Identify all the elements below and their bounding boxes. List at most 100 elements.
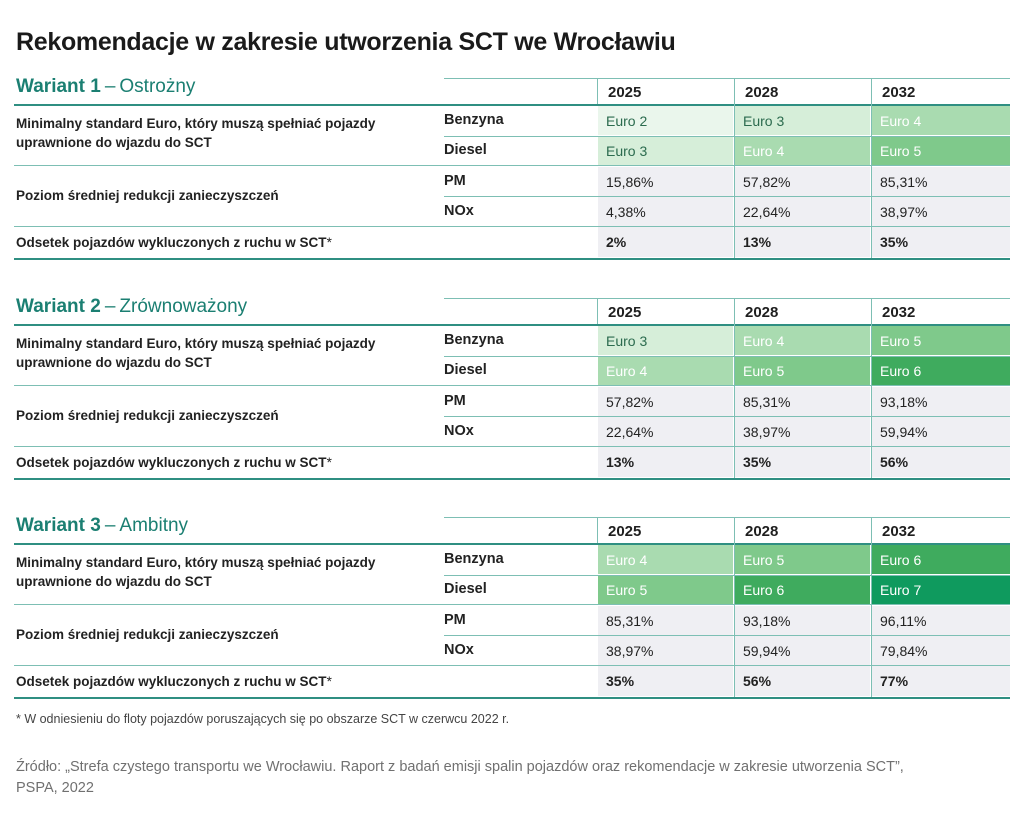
euro-cell-benzyna: Euro 3 bbox=[735, 106, 870, 135]
reduction-cell-nox: 4,38% bbox=[598, 197, 733, 226]
footnote-marker: * bbox=[326, 455, 332, 470]
excluded-row-label: Odsetek pojazdów wykluczonych z ruchu w … bbox=[16, 233, 332, 252]
row-divider bbox=[444, 416, 1010, 417]
euro-cell-benzyna: Euro 5 bbox=[735, 545, 870, 574]
row-divider bbox=[444, 575, 1010, 576]
year-header-2025: 2025 bbox=[608, 523, 642, 540]
row-divider bbox=[444, 196, 1010, 197]
variant-name: Wariant 1 bbox=[16, 76, 101, 97]
reduction-row-label: Poziom średniej redukcji zanieczyszczeń bbox=[16, 188, 279, 203]
year-header-2025: 2025 bbox=[608, 84, 642, 101]
reduction-cell-pm: 15,86% bbox=[598, 167, 733, 196]
variant-title: Wariant 3– Ambitny bbox=[16, 515, 188, 537]
reduction-cell-nox: 59,94% bbox=[735, 636, 870, 665]
header-bottom-line bbox=[14, 324, 1010, 326]
header-top-line bbox=[444, 298, 1010, 299]
section-divider bbox=[14, 665, 1010, 666]
section-divider bbox=[14, 385, 1010, 386]
column-separator bbox=[597, 78, 598, 104]
excluded-cell: 13% bbox=[735, 227, 870, 257]
year-header-2025: 2025 bbox=[608, 304, 642, 321]
source-note: Źródło: „Strefa czystego transportu we W… bbox=[16, 759, 904, 796]
variant-table-3: Wariant 3– Ambitny 2025 2028 2032 Euro 4 Euro… bbox=[14, 515, 1010, 701]
reduction-cell-nox: 79,84% bbox=[872, 636, 1010, 665]
excluded-cell: 77% bbox=[872, 666, 1010, 696]
section-divider bbox=[14, 446, 1010, 447]
excluded-cell: 13% bbox=[598, 447, 733, 477]
variant-table-1: Wariant 1– Ostrożny 2025 2028 2032 Euro 2 Eur… bbox=[14, 76, 1010, 262]
reduction-cell-nox: 22,64% bbox=[735, 197, 870, 226]
page-title: Rekomendacje w zakresie utworzenia SCT w… bbox=[16, 28, 676, 56]
euro-cell-benzyna: Euro 3 bbox=[598, 326, 733, 355]
pollutant-label-pm: PM bbox=[444, 173, 466, 189]
column-separator bbox=[597, 298, 598, 324]
fuel-label-benzyna: Benzyna bbox=[444, 112, 504, 128]
variant-title: Wariant 1– Ostrożny bbox=[16, 76, 195, 98]
pollutant-label-nox: NOx bbox=[444, 642, 474, 658]
column-separator bbox=[871, 517, 872, 697]
fuel-label-benzyna: Benzyna bbox=[444, 332, 504, 348]
euro-cell-benzyna: Euro 4 bbox=[735, 326, 870, 355]
pollutant-label-nox: NOx bbox=[444, 423, 474, 439]
excluded-cell: 35% bbox=[598, 666, 733, 696]
year-header-2032: 2032 bbox=[882, 304, 916, 321]
variant-name: Wariant 2 bbox=[16, 296, 101, 317]
table-bottom-line bbox=[14, 697, 1010, 699]
year-header-2032: 2032 bbox=[882, 84, 916, 101]
reduction-row-label: Poziom średniej redukcji zanieczyszczeń bbox=[16, 408, 279, 423]
fuel-label-benzyna: Benzyna bbox=[444, 551, 504, 567]
reduction-row-label: Poziom średniej redukcji zanieczyszczeń bbox=[16, 627, 279, 642]
euro-row-label: Minimalny standard Euro, który muszą spe… bbox=[16, 555, 376, 589]
excluded-row-text: Odsetek pojazdów wykluczonych z ruchu w … bbox=[16, 455, 327, 470]
reduction-cell-pm: 57,82% bbox=[598, 387, 733, 416]
fuel-label-diesel: Diesel bbox=[444, 581, 487, 597]
euro-cell-diesel: Euro 7 bbox=[872, 575, 1010, 604]
reduction-cell-pm: 93,18% bbox=[735, 606, 870, 635]
header-top-line bbox=[444, 517, 1010, 518]
reduction-cell-pm: 85,31% bbox=[872, 167, 1010, 196]
reduction-cell-nox: 22,64% bbox=[598, 417, 733, 446]
euro-cell-diesel: Euro 5 bbox=[598, 575, 733, 604]
variant-dash: – bbox=[104, 76, 116, 97]
pollutant-label-pm: PM bbox=[444, 393, 466, 409]
excluded-row-text: Odsetek pojazdów wykluczonych z ruchu w … bbox=[16, 674, 327, 689]
euro-cell-benzyna: Euro 5 bbox=[872, 326, 1010, 355]
footnote: * W odniesieniu do floty pojazdów porusz… bbox=[16, 712, 510, 726]
year-header-2028: 2028 bbox=[745, 304, 779, 321]
fuel-label-diesel: Diesel bbox=[444, 362, 487, 378]
year-header-2028: 2028 bbox=[745, 523, 779, 540]
header-bottom-line bbox=[14, 104, 1010, 106]
pollutant-label-nox: NOx bbox=[444, 203, 474, 219]
column-separator bbox=[597, 517, 598, 543]
row-divider bbox=[444, 356, 1010, 357]
euro-cell-benzyna: Euro 4 bbox=[872, 106, 1010, 135]
variant-dash: – bbox=[104, 515, 116, 536]
section-divider bbox=[14, 604, 1010, 605]
euro-cell-benzyna: Euro 4 bbox=[598, 545, 733, 574]
reduction-cell-pm: 85,31% bbox=[598, 606, 733, 635]
reduction-cell-nox: 38,97% bbox=[598, 636, 733, 665]
reduction-cell-pm: 93,18% bbox=[872, 387, 1010, 416]
excluded-row-label: Odsetek pojazdów wykluczonych z ruchu w … bbox=[16, 672, 332, 691]
table-bottom-line bbox=[14, 258, 1010, 260]
year-header-2028: 2028 bbox=[745, 84, 779, 101]
euro-cell-diesel: Euro 4 bbox=[598, 356, 733, 385]
reduction-cell-nox: 38,97% bbox=[735, 417, 870, 446]
euro-row-label: Minimalny standard Euro, który muszą spe… bbox=[16, 336, 376, 370]
table-bottom-line bbox=[14, 478, 1010, 480]
pollutant-label-pm: PM bbox=[444, 612, 466, 628]
reduction-cell-nox: 59,94% bbox=[872, 417, 1010, 446]
section-divider bbox=[14, 226, 1010, 227]
excluded-row-text: Odsetek pojazdów wykluczonych z ruchu w … bbox=[16, 235, 327, 250]
reduction-cell-nox: 38,97% bbox=[872, 197, 1010, 226]
euro-cell-benzyna: Euro 6 bbox=[872, 545, 1010, 574]
reduction-cell-pm: 57,82% bbox=[735, 167, 870, 196]
reduction-cell-pm: 96,11% bbox=[872, 606, 1010, 635]
variant-dash: – bbox=[104, 296, 116, 317]
section-divider bbox=[14, 165, 1010, 166]
excluded-row-label: Odsetek pojazdów wykluczonych z ruchu w … bbox=[16, 453, 332, 472]
euro-cell-diesel: Euro 3 bbox=[598, 136, 733, 165]
fuel-label-diesel: Diesel bbox=[444, 142, 487, 158]
row-divider bbox=[444, 136, 1010, 137]
euro-cell-diesel: Euro 6 bbox=[872, 356, 1010, 385]
